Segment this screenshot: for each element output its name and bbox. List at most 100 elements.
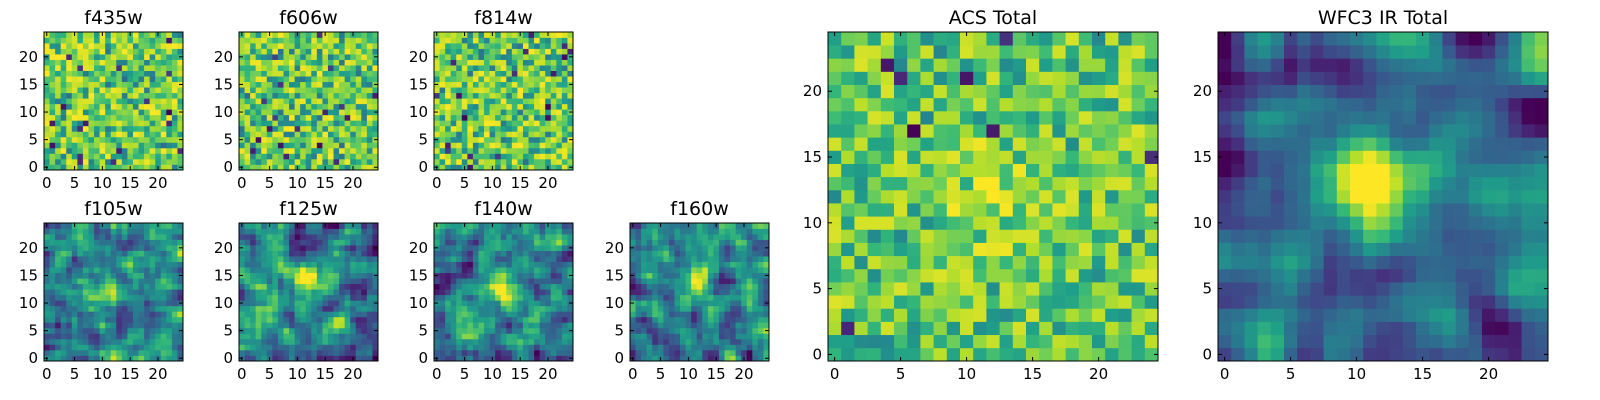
heatmap-cell xyxy=(561,54,568,60)
heatmap-cell xyxy=(674,234,681,240)
heatmap-cell xyxy=(1118,163,1132,178)
heatmap-cell xyxy=(680,256,686,262)
heatmap-cell xyxy=(155,267,162,274)
heatmap-cell xyxy=(166,256,173,262)
heatmap-cell xyxy=(155,228,162,235)
heatmap-cell xyxy=(439,103,446,110)
heatmap-cell xyxy=(177,32,184,38)
heatmap-cell xyxy=(1131,229,1146,243)
heatmap-cell xyxy=(283,344,290,351)
heatmap-cell xyxy=(561,234,568,240)
heatmap-cell xyxy=(339,43,345,49)
heatmap-cell xyxy=(316,153,323,160)
heatmap-cell xyxy=(322,311,329,318)
heatmap-cell xyxy=(472,316,479,323)
heatmap-cell xyxy=(55,272,62,279)
heatmap-cell xyxy=(556,327,563,334)
heatmap-cell xyxy=(55,109,62,116)
heatmap-cell xyxy=(327,87,334,94)
heatmap-cell xyxy=(94,322,100,329)
heatmap-cell xyxy=(434,294,440,301)
heatmap-cell xyxy=(277,289,284,296)
heatmap-cell xyxy=(355,114,362,121)
x-tick-label: 0 xyxy=(432,174,442,192)
heatmap-cell xyxy=(561,256,568,262)
heatmap-cell xyxy=(880,163,895,178)
heatmap-cell xyxy=(155,272,162,279)
heatmap-cell xyxy=(1078,268,1093,283)
heatmap-cell xyxy=(166,239,173,246)
heatmap-cell xyxy=(641,267,648,274)
heatmap-cell xyxy=(316,103,323,110)
heatmap-cell xyxy=(105,294,112,301)
heatmap-cell xyxy=(177,76,184,83)
heatmap-cell xyxy=(239,239,245,246)
heatmap-cell xyxy=(244,344,251,351)
heatmap-cell xyxy=(116,349,123,356)
heatmap-cell xyxy=(149,294,156,301)
heatmap-cell xyxy=(668,278,675,285)
heatmap-cell xyxy=(467,349,474,356)
heatmap-cell xyxy=(973,321,987,336)
heatmap-cell xyxy=(149,76,156,83)
heatmap-cell xyxy=(305,65,312,71)
heatmap-cell xyxy=(77,76,84,83)
heatmap-cell xyxy=(55,349,62,356)
heatmap-cell xyxy=(854,176,868,191)
heatmap-cell xyxy=(105,261,112,268)
heatmap-cell xyxy=(339,261,345,268)
heatmap-cell xyxy=(567,316,574,323)
heatmap-cell xyxy=(339,109,345,116)
heatmap-cell xyxy=(121,120,128,127)
heatmap-cell xyxy=(149,344,156,351)
heatmap-cell xyxy=(506,142,513,149)
heatmap-cell xyxy=(110,228,117,235)
heatmap-cell xyxy=(484,322,490,329)
heatmap-cell xyxy=(138,333,145,340)
heatmap-cell xyxy=(434,256,440,262)
heatmap-cell xyxy=(472,98,479,105)
heatmap-cell xyxy=(160,261,167,268)
heatmap-cell xyxy=(294,349,301,356)
heatmap-cell xyxy=(763,294,770,301)
x-tick-label: 10 xyxy=(483,174,502,192)
heatmap-cell xyxy=(484,48,490,55)
heatmap-cell xyxy=(713,234,720,240)
heatmap-cell xyxy=(567,125,574,132)
heatmap-cell xyxy=(300,316,307,323)
heatmap-cell xyxy=(350,147,357,154)
heatmap-cell xyxy=(316,142,323,149)
heatmap-cell xyxy=(88,267,95,274)
heatmap-cell xyxy=(105,239,112,246)
heatmap-cell xyxy=(60,164,67,171)
heatmap-cell xyxy=(511,32,518,38)
heatmap-cell xyxy=(60,158,67,165)
heatmap-cell xyxy=(534,311,540,318)
heatmap-cell xyxy=(506,239,513,246)
heatmap-cell xyxy=(127,327,134,334)
heatmap-cell xyxy=(71,250,78,257)
heatmap-cell xyxy=(517,65,524,71)
heatmap-cell xyxy=(478,316,485,323)
heatmap-cell xyxy=(1092,216,1106,230)
heatmap-cell xyxy=(522,311,529,318)
heatmap-cell xyxy=(99,81,106,88)
heatmap-cell xyxy=(127,311,134,318)
heatmap-cell xyxy=(1039,163,1053,178)
heatmap-cell xyxy=(691,283,698,290)
heatmap-cell xyxy=(44,311,50,318)
heatmap-cell xyxy=(495,103,502,110)
heatmap-cell xyxy=(550,223,557,229)
heatmap-cell xyxy=(294,142,301,149)
heatmap-cell xyxy=(696,338,703,345)
heatmap-cell xyxy=(361,344,368,351)
heatmap-cell xyxy=(311,131,318,138)
heatmap-cell xyxy=(261,349,268,356)
heatmap-cell xyxy=(461,109,468,116)
heatmap-cell xyxy=(366,261,373,268)
heatmap-cell xyxy=(641,333,648,340)
heatmap-cell xyxy=(272,37,279,44)
heatmap-cell xyxy=(567,256,574,262)
heatmap-cell xyxy=(149,125,156,132)
heatmap-cell xyxy=(339,256,345,262)
